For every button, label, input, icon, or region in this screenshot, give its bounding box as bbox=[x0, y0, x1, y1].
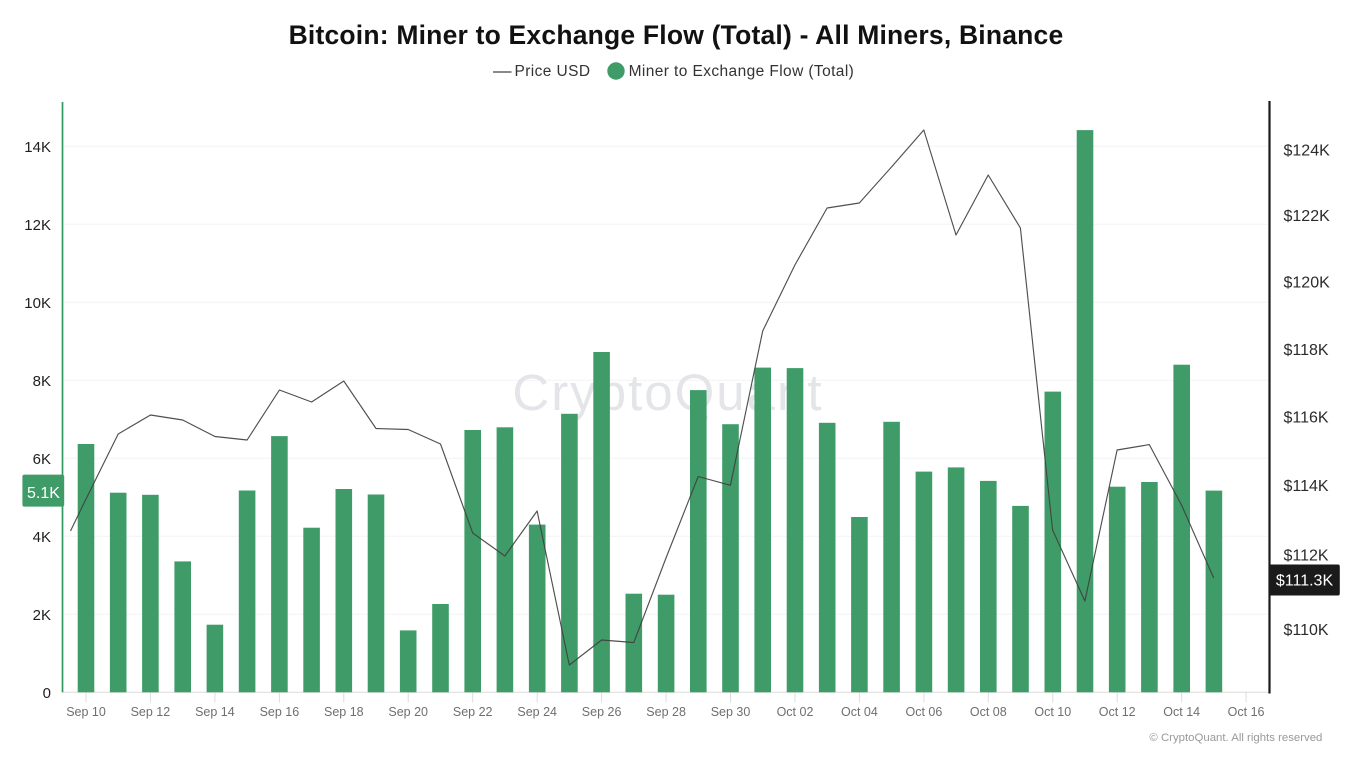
svg-text:$116K: $116K bbox=[1284, 410, 1329, 427]
svg-text:6K: 6K bbox=[33, 451, 51, 468]
svg-text:Oct 06: Oct 06 bbox=[905, 705, 942, 719]
svg-text:Sep 16: Sep 16 bbox=[260, 705, 300, 719]
svg-text:Sep 12: Sep 12 bbox=[131, 705, 171, 719]
svg-text:14K: 14K bbox=[24, 139, 51, 156]
svg-text:Oct 10: Oct 10 bbox=[1034, 705, 1071, 719]
svg-text:Oct 12: Oct 12 bbox=[1099, 705, 1136, 719]
svg-text:$122K: $122K bbox=[1284, 208, 1331, 225]
svg-text:Miner to Exchange Flow (Total): Miner to Exchange Flow (Total) bbox=[629, 63, 855, 80]
svg-text:Oct 04: Oct 04 bbox=[841, 705, 878, 719]
svg-text:Bitcoin: Miner to Exchange Flo: Bitcoin: Miner to Exchange Flow (Total) … bbox=[289, 20, 1064, 50]
svg-text:Oct 14: Oct 14 bbox=[1163, 705, 1200, 719]
svg-text:Sep 26: Sep 26 bbox=[582, 705, 622, 719]
svg-text:2K: 2K bbox=[33, 607, 51, 624]
svg-text:10K: 10K bbox=[24, 295, 51, 312]
svg-text:CryptoQuant: CryptoQuant bbox=[512, 364, 823, 421]
svg-text:$112K: $112K bbox=[1284, 548, 1329, 565]
svg-text:$114K: $114K bbox=[1284, 478, 1329, 495]
svg-text:Sep 10: Sep 10 bbox=[66, 705, 106, 719]
svg-text:Sep 14: Sep 14 bbox=[195, 705, 235, 719]
svg-text:Oct 08: Oct 08 bbox=[970, 705, 1007, 719]
svg-text:Sep 22: Sep 22 bbox=[453, 705, 493, 719]
svg-text:Sep 30: Sep 30 bbox=[711, 705, 751, 719]
svg-text:Sep 18: Sep 18 bbox=[324, 705, 364, 719]
svg-text:$110K: $110K bbox=[1284, 622, 1329, 639]
svg-text:4K: 4K bbox=[33, 529, 51, 546]
svg-text:$124K: $124K bbox=[1284, 143, 1331, 160]
svg-text:$118K: $118K bbox=[1284, 342, 1329, 359]
svg-text:0: 0 bbox=[43, 685, 51, 702]
svg-text:$111.3K: $111.3K bbox=[1276, 573, 1334, 590]
svg-text:$120K: $120K bbox=[1284, 275, 1331, 292]
svg-text:5.1K: 5.1K bbox=[27, 485, 60, 502]
svg-text:Sep 20: Sep 20 bbox=[388, 705, 428, 719]
svg-text:Price USD: Price USD bbox=[515, 63, 591, 80]
svg-text:Sep 28: Sep 28 bbox=[646, 705, 686, 719]
svg-text:Sep 24: Sep 24 bbox=[517, 705, 557, 719]
svg-text:Oct 02: Oct 02 bbox=[777, 705, 814, 719]
svg-text:8K: 8K bbox=[33, 373, 51, 390]
svg-text:© CryptoQuant. All rights rese: © CryptoQuant. All rights reserved bbox=[1149, 732, 1322, 744]
svg-text:Oct 16: Oct 16 bbox=[1228, 705, 1265, 719]
svg-text:12K: 12K bbox=[24, 217, 51, 234]
